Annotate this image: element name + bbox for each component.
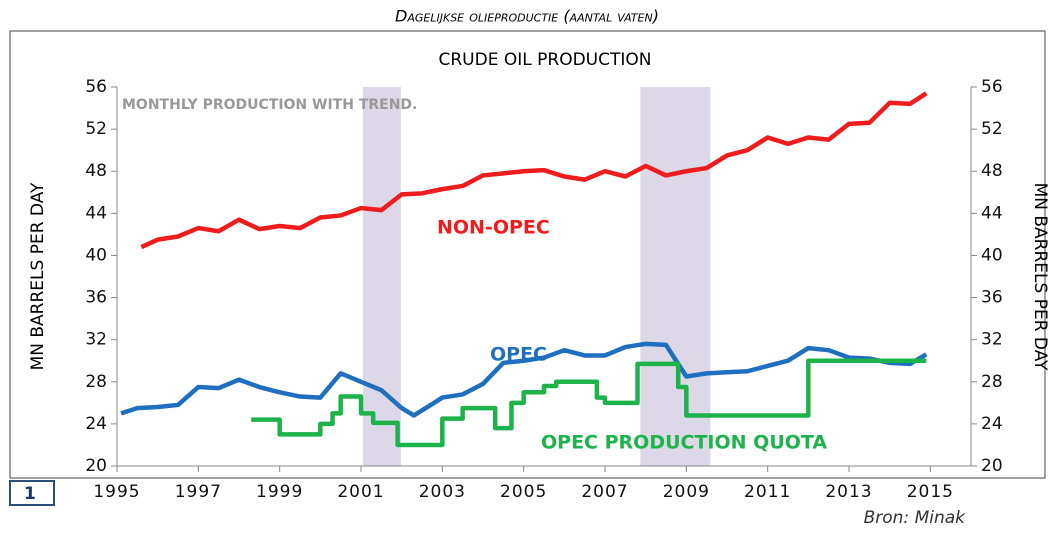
- y2-tick-label: 48: [981, 161, 1003, 181]
- series-line: [140, 91, 928, 250]
- y-tick-label: 20: [85, 456, 107, 476]
- frame: [9, 30, 1046, 479]
- y-tick-label: 36: [85, 288, 107, 308]
- annotation: OPEC: [490, 344, 547, 366]
- x-tick-label: 2005: [500, 482, 547, 502]
- figure-number: 1: [24, 484, 36, 504]
- x-tick-label: 1999: [256, 482, 303, 502]
- x-tick-label: 2009: [663, 482, 710, 502]
- series-line: [251, 358, 927, 448]
- y-axis-label: MN BARRELS PER DAY: [28, 182, 48, 370]
- y-tick-label: 24: [85, 414, 107, 434]
- x-tick-label: 2011: [744, 482, 791, 502]
- y2-tick-label: 40: [981, 245, 1003, 265]
- y2-tick-label: 28: [981, 372, 1003, 392]
- y2-tick-label: 44: [981, 203, 1003, 223]
- y-tick-label: 56: [85, 77, 107, 97]
- chart-title: CRUDE OIL PRODUCTION: [439, 50, 652, 70]
- y2-tick-label: 32: [981, 330, 1003, 350]
- y2-tick-label: 56: [981, 77, 1003, 97]
- x-tick-label: 2001: [337, 482, 384, 502]
- y2-axis-label: MN BARRELS PER DAY: [1030, 183, 1050, 371]
- y-tick-label: 32: [85, 330, 107, 350]
- source: Bron: Minak: [864, 508, 967, 528]
- annotation: MONTHLY PRODUCTION WITH TREND.: [122, 97, 417, 113]
- annotation: NON-OPEC: [437, 217, 550, 239]
- x-tick-label: 2015: [907, 482, 954, 502]
- series-line: [120, 341, 928, 418]
- y-tick-label: 28: [85, 372, 107, 392]
- x-tick-label: 2003: [419, 482, 466, 502]
- x-tick-label: 2013: [825, 482, 872, 502]
- x-tick-label: 1997: [175, 482, 222, 502]
- y-tick-label: 40: [85, 245, 107, 265]
- shaded-period: [363, 87, 401, 466]
- figure-box: [9, 480, 55, 506]
- y-tick-label: 52: [85, 119, 107, 139]
- y2-tick-label: 36: [981, 288, 1003, 308]
- y-tick-label: 44: [85, 203, 107, 223]
- x-tick-label: 2007: [581, 482, 628, 502]
- annotation: OPEC PRODUCTION QUOTA: [541, 432, 827, 454]
- y2-tick-label: 52: [981, 119, 1003, 139]
- shaded-period: [640, 87, 711, 466]
- page-heading: Dagelijkse olieproductie (aantal vaten): [395, 7, 659, 26]
- y2-tick-label: 20: [981, 456, 1003, 476]
- x-tick-label: 1995: [93, 482, 140, 502]
- y2-tick-label: 24: [981, 414, 1003, 434]
- y-tick-label: 48: [85, 161, 107, 181]
